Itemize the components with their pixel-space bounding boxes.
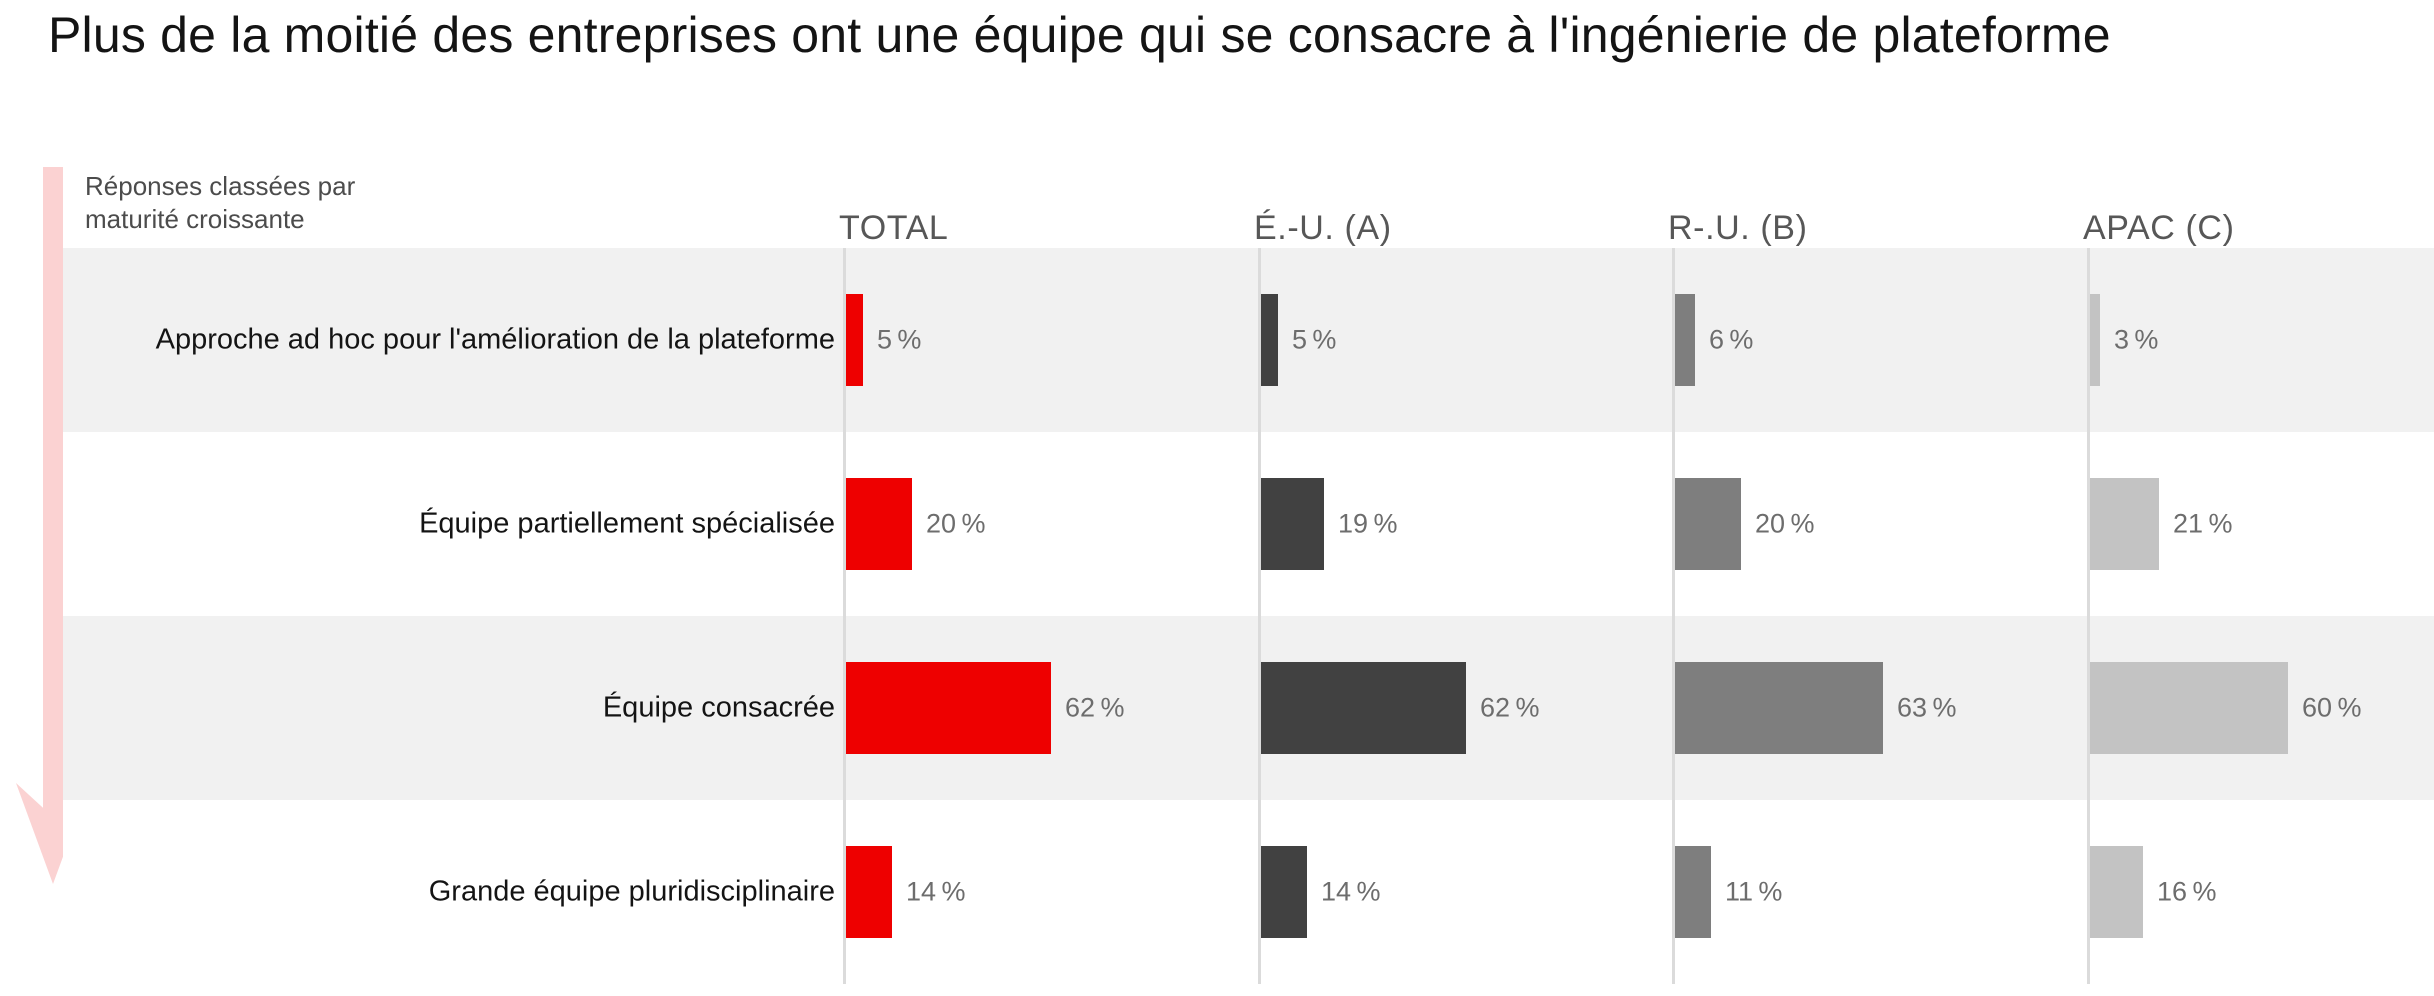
bar-value-label: 6 % [1709, 324, 1754, 355]
row-band [63, 432, 2434, 616]
bar-value-label: 21 % [2173, 508, 2233, 539]
row-band [63, 800, 2434, 984]
annotation-line-2: maturité croissante [85, 204, 305, 234]
bar [846, 846, 892, 938]
bar-value-label: 20 % [926, 508, 986, 539]
row-label: Approche ad hoc pour l'amélioration de l… [155, 323, 835, 356]
bar [1675, 662, 1883, 754]
bar-value-label: 5 % [877, 324, 922, 355]
bar [846, 478, 912, 570]
bar [1261, 478, 1324, 570]
row-label: Équipe consacrée [602, 691, 835, 724]
axis-line [1258, 248, 1261, 984]
bar [2090, 478, 2159, 570]
row-label: Grande équipe pluridisciplinaire [428, 875, 835, 908]
bar-value-label: 16 % [2157, 876, 2217, 907]
maturity-annotation: Réponses classées par maturité croissant… [85, 170, 355, 236]
bar-value-label: 62 % [1065, 692, 1125, 723]
row-label: Équipe partiellement spécialisée [419, 507, 835, 540]
bar [2090, 294, 2100, 386]
bar-value-label: 5 % [1292, 324, 1337, 355]
column-header: É.-U. (A) [1254, 209, 1392, 247]
bar [846, 662, 1051, 754]
bar [846, 294, 863, 386]
bar-value-label: 63 % [1897, 692, 1957, 723]
bar-value-label: 14 % [1321, 876, 1381, 907]
bar [2090, 846, 2143, 938]
bar-value-label: 62 % [1480, 692, 1540, 723]
bar-value-label: 20 % [1755, 508, 1815, 539]
bar [2090, 662, 2288, 754]
bar-value-label: 19 % [1338, 508, 1398, 539]
axis-line [2087, 248, 2090, 984]
bar-value-label: 11 % [1725, 876, 1783, 907]
row-band [63, 248, 2434, 432]
axis-line [1672, 248, 1675, 984]
column-header: TOTAL [839, 209, 949, 247]
column-header: R-.U. (B) [1668, 209, 1808, 247]
bar-value-label: 60 % [2302, 692, 2362, 723]
row-band [63, 616, 2434, 800]
chart-title: Plus de la moitié des entreprises ont un… [48, 7, 2111, 63]
bar-value-label: 3 % [2114, 324, 2159, 355]
bar-value-label: 14 % [906, 876, 966, 907]
axis-line [843, 248, 846, 984]
column-header: APAC (C) [2083, 209, 2235, 247]
bar [1675, 294, 1695, 386]
bar [1675, 478, 1741, 570]
bar [1261, 662, 1466, 754]
bar [1261, 846, 1307, 938]
bar [1261, 294, 1278, 386]
bar [1675, 846, 1711, 938]
annotation-line-1: Réponses classées par [85, 171, 356, 201]
